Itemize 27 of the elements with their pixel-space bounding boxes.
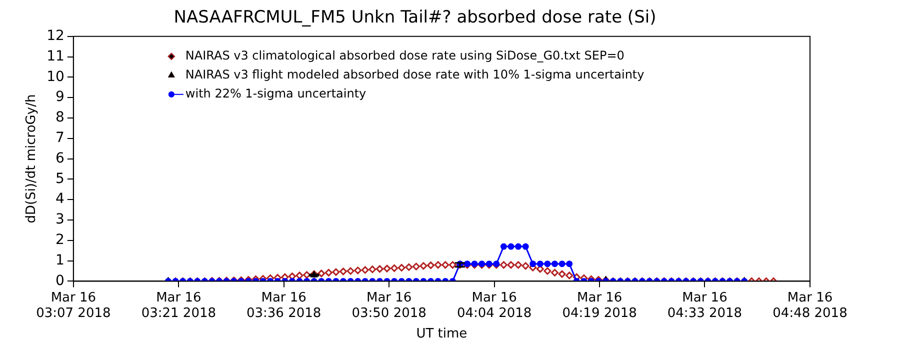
x-tick-label: Mar 16 04:19 2018 [562, 290, 637, 321]
x-tick-label: Mar 16 03:36 2018 [246, 290, 322, 321]
y-tick-label: 1 [55, 252, 64, 268]
y-tick-label: 3 [55, 212, 64, 228]
y-tick-label: 4 [55, 191, 64, 208]
y-tick-label: 11 [46, 48, 64, 64]
y-tick-label: 10 [46, 68, 64, 85]
x-tick-label: Mar 16 04:33 2018 [667, 290, 742, 321]
x-tick-label: Mar 16 03:50 2018 [352, 290, 426, 321]
y-tick-label: 12 [46, 28, 64, 44]
legend-label: with 22% 1-sigma uncertainty [185, 86, 366, 101]
y-tick-label: 9 [55, 89, 64, 106]
legend-label: NAIRAS v3 flight modeled absorbed dose rate with 10% 1-sigma uncertainty [185, 68, 644, 82]
y-tick-label: 6 [55, 150, 64, 166]
y-tick-label: 7 [55, 130, 64, 146]
y-tick-label: 2 [55, 232, 64, 248]
x-tick-label: Mar 16 03:07 2018 [36, 290, 111, 321]
legend-label: NAIRAS v3 climatological absorbed dose rate using SiDose_G0.txt SEP=0 [185, 48, 624, 63]
y-tick-label: 5 [55, 170, 64, 187]
x-tick-label: Mar 16 03:21 2018 [141, 290, 216, 321]
x-tick-label: Mar 16 04:04 2018 [456, 290, 532, 321]
y-tick-label: 0 [55, 272, 64, 289]
y-tick-label: 8 [55, 110, 64, 126]
x-tick-label: Mar 16 04:48 2018 [772, 290, 848, 321]
y-axis-title: dD(Si)/dt microGy/h [24, 94, 40, 224]
chart-title: NASAAFRCMUL_FM5 Unkn Tail#? absorbed dose rate (Si) [174, 8, 656, 28]
x-axis-title: UT time [416, 326, 468, 342]
